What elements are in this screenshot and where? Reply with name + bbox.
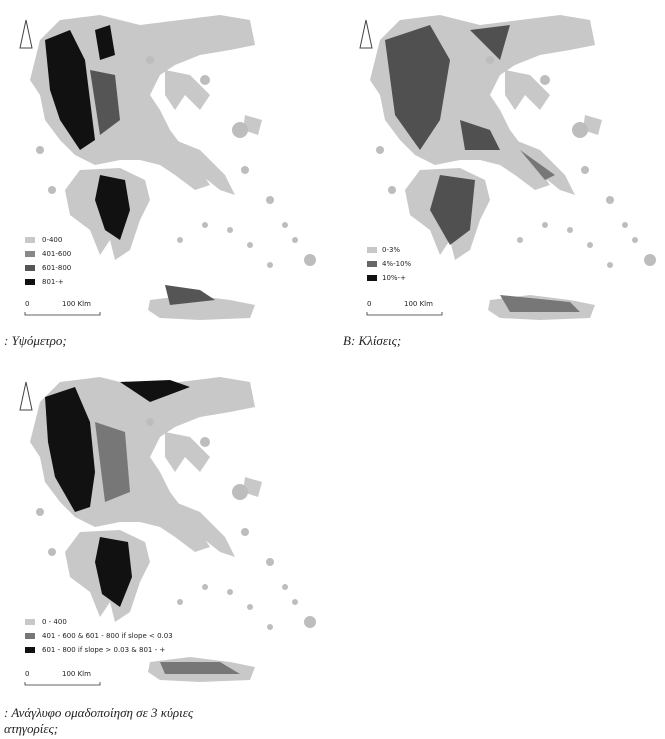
caption: B: Κλίσεις; <box>343 333 401 348</box>
legend-label: 401-600 <box>42 250 71 258</box>
legend-label: 4%-10% <box>382 260 412 268</box>
map-elevation: 0-400 401-600 601-800 801-+ 0 100 Klm : … <box>4 14 317 348</box>
legend-label: 601-800 <box>42 264 71 272</box>
map-slope: 0-3% 4%-10% 10%-+ 0 100 Klm B: Κλίσεις; <box>343 14 657 348</box>
legend-label: 0-3% <box>382 246 400 254</box>
legend-label: 10%-+ <box>382 274 406 282</box>
scale-label: 0 <box>25 670 29 678</box>
scale-label: 0 <box>367 300 371 308</box>
caption: : Ανάγλυφο ομαδοποίηση σε 3 κύριες <box>4 705 194 720</box>
legend-label: 0 - 400 <box>42 618 67 626</box>
legend-label: 801-+ <box>42 278 64 286</box>
legend-label: 601 - 800 if slope > 0.03 & 801 - + <box>42 646 165 654</box>
caption: : Υψόμετρο; <box>4 333 67 348</box>
legend-label: 0-400 <box>42 236 62 244</box>
scale-label: 100 Klm <box>62 670 91 678</box>
scale-label: 0 <box>25 300 29 308</box>
scale-label: 100 Klm <box>62 300 91 308</box>
map-relief: 0 - 400 401 - 600 & 601 - 800 if slope <… <box>4 376 317 736</box>
scale-label: 100 Klm <box>404 300 433 308</box>
legend-label: 401 - 600 & 601 - 800 if slope < 0.03 <box>42 632 173 640</box>
caption: ατηγορίες; <box>4 721 58 736</box>
